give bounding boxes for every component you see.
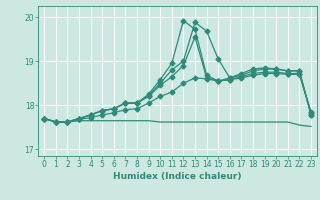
X-axis label: Humidex (Indice chaleur): Humidex (Indice chaleur) (113, 172, 242, 181)
